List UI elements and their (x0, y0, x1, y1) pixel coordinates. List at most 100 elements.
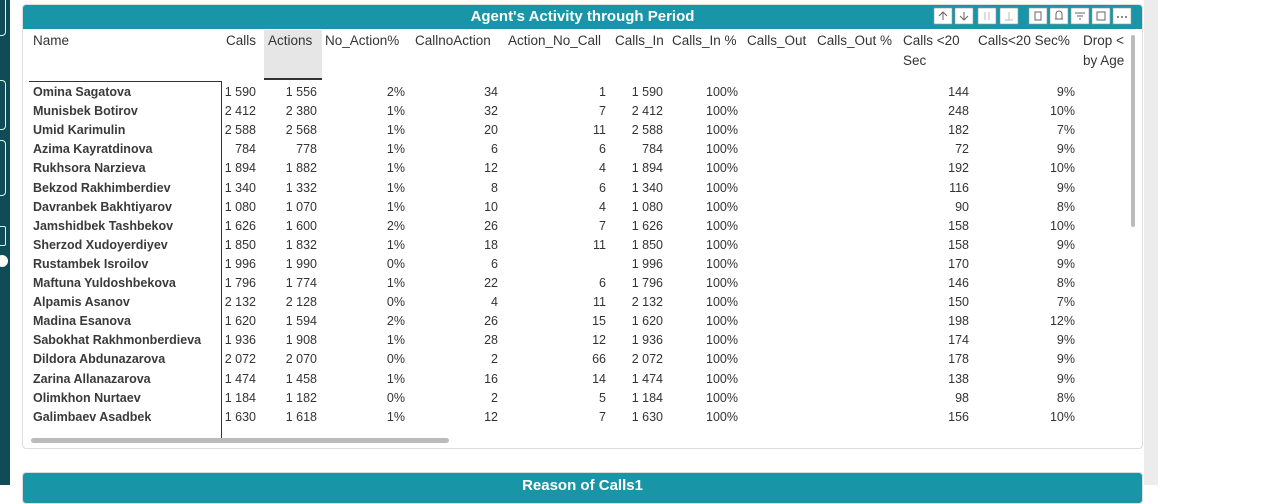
horizontal-scrollbar[interactable] (31, 438, 449, 443)
table-cell: 1 332 (285, 180, 317, 195)
table-cell: 248 (948, 104, 969, 119)
agent-name: Sherzod Xudoyerdiyev (33, 237, 168, 252)
table-cell: 158 (948, 218, 969, 233)
table-cell: 100% (706, 161, 738, 176)
column-header: Calls_Out (747, 33, 807, 48)
table-cell: 1 (599, 85, 606, 99)
table-cell: 0% (386, 295, 405, 310)
table-cell: 1 340 (224, 180, 256, 195)
vertical-scrollbar[interactable] (1131, 35, 1135, 227)
agent-name: Davranbek Bakhtiyarov (33, 199, 172, 214)
table-cell: 192 (948, 161, 969, 176)
table-cell: 1 936 (224, 333, 256, 348)
table-cell: 158 (948, 237, 969, 252)
table-cell: 100% (706, 409, 738, 424)
table-cell: 2 072 (631, 352, 663, 367)
table-cell: 100% (706, 85, 738, 99)
table-cell: 2 412 (224, 104, 256, 119)
name-column-divider (221, 81, 222, 441)
table-cell: 100% (706, 104, 738, 119)
table-cell: 1 936 (631, 333, 663, 348)
table-cell: 8% (1056, 276, 1075, 290)
table-cell: 100% (706, 333, 738, 348)
table-cell: 12 (484, 161, 498, 176)
table-cell: 0% (386, 390, 405, 405)
alert[interactable] (1049, 7, 1069, 25)
left-rail (0, 0, 10, 485)
table-cell: 10% (1049, 161, 1075, 176)
table-cell: 1 184 (224, 390, 256, 405)
table-cell: 100% (706, 352, 738, 367)
column-header: CallnoAction (415, 33, 491, 48)
table-cell: 1 080 (224, 199, 256, 214)
agent-name: Rukhsora Narzieva (33, 161, 146, 176)
visual-panel-2: Reason of Calls1 (22, 472, 1143, 504)
table-cell: 100% (706, 199, 738, 214)
table-cell: 100% (706, 371, 738, 386)
agent-name: Umid Karimulin (33, 123, 126, 138)
table-cell: 178 (948, 352, 969, 367)
table-cell: 1% (386, 333, 405, 348)
table-cell: 1 594 (285, 314, 317, 329)
table-cell: 9% (1056, 352, 1075, 367)
table-cell: 1% (386, 104, 405, 119)
table-cell: 778 (296, 142, 317, 157)
table-cell: 32 (484, 104, 498, 119)
table-cell: 1 796 (224, 276, 256, 290)
table-cell: 1 474 (631, 371, 663, 386)
table-cell: 4 (599, 161, 606, 176)
table-cell: 90 (955, 199, 969, 214)
table-cell: 5 (599, 390, 606, 405)
table-cell: 12 (484, 409, 498, 424)
table-cell: 1% (386, 409, 405, 424)
table-cell: 2 132 (224, 295, 256, 310)
table-cell: 138 (948, 371, 969, 386)
table-cell: 7 (599, 218, 606, 233)
canvas-gutter (1144, 0, 1158, 485)
sorted-column-highlight (264, 30, 322, 80)
agent-name: Azima Kayratdinova (33, 142, 153, 157)
table-cell: 7% (1056, 295, 1075, 310)
table-cell: 100% (706, 123, 738, 138)
table-cell: 100% (706, 218, 738, 233)
copy[interactable] (1028, 7, 1048, 25)
table-cell: 6 (491, 256, 498, 271)
table-cell: 1% (386, 371, 405, 386)
table-cell: 6 (491, 142, 498, 157)
table-cell: 12% (1049, 314, 1075, 329)
table-cell: 1 894 (224, 161, 256, 176)
table-cell: 1 630 (631, 409, 663, 424)
table-cell: 1% (386, 199, 405, 214)
header-icons (933, 7, 1132, 25)
table-cell: 1 630 (224, 409, 256, 424)
table-cell: 2 128 (285, 295, 317, 310)
agent-name: Alpamis Asanov (33, 295, 130, 310)
table-cell: 14 (592, 371, 606, 386)
table-cell: 4 (491, 295, 498, 310)
table-cell: 1 796 (631, 276, 663, 290)
table-cell: 28 (484, 333, 498, 348)
table-cell: 170 (948, 256, 969, 271)
table-cell: 1 832 (285, 237, 317, 252)
table-cell: 100% (706, 256, 738, 271)
table-cell: 0% (386, 352, 405, 367)
table-cell: 1 556 (285, 85, 317, 99)
table-cell: 2 (491, 390, 498, 405)
column-header: Calls<20 Sec% (978, 33, 1070, 48)
table-cell: 8% (1056, 199, 1075, 214)
table-cell: 7 (599, 409, 606, 424)
table-cell: 144 (948, 85, 969, 99)
rail-button (0, 0, 6, 36)
column-header: Drop < by Age (1083, 33, 1125, 68)
column-headers: Name Calls Actions No_Action% CallnoAction Ac… (23, 5, 1133, 81)
rail-button (0, 226, 6, 246)
table-cell: 1 458 (285, 371, 317, 386)
table-cell: 2 070 (285, 352, 317, 367)
table-cell: 2 (491, 352, 498, 367)
expand-level[interactable] (977, 7, 997, 25)
table-cell: 1 882 (285, 161, 317, 176)
table-cell: 2 412 (631, 104, 663, 119)
table-cell: 15 (592, 314, 606, 329)
table-cell: 156 (948, 409, 969, 424)
rail-button (0, 140, 6, 196)
